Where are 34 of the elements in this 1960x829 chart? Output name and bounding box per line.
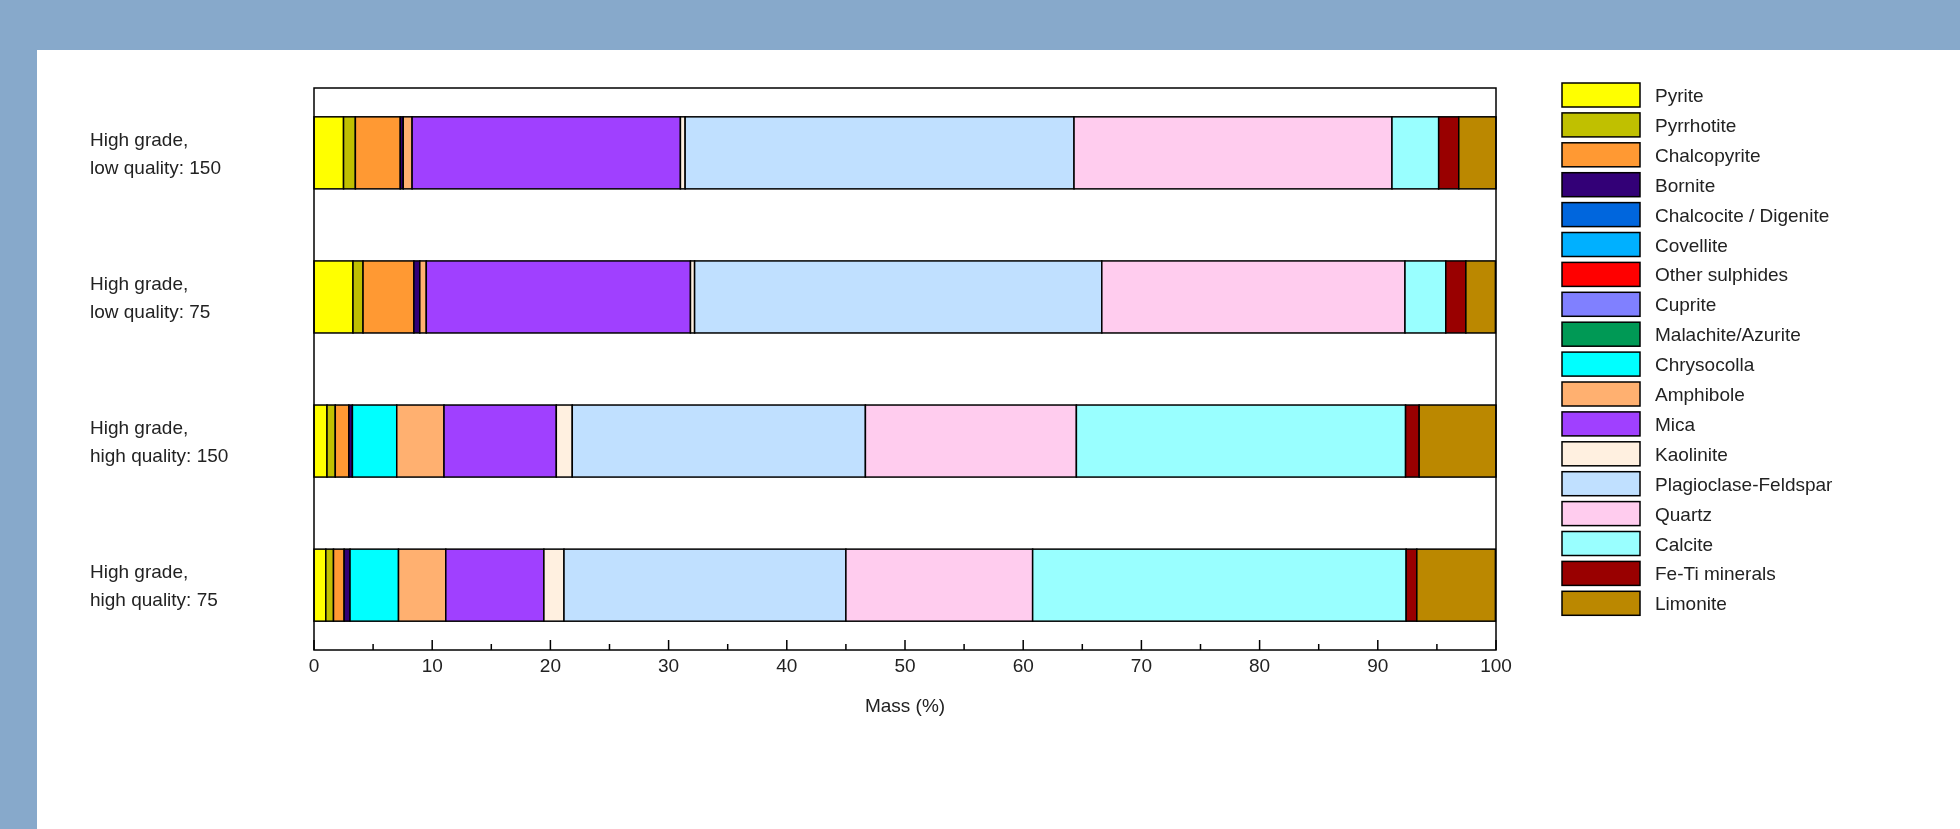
legend-label: Quartz bbox=[1655, 503, 1713, 525]
x-tick-label: 20 bbox=[539, 655, 561, 676]
y-tick-label: High grade, high quality: 75 bbox=[90, 561, 218, 611]
x-axis-title: Mass (%) bbox=[864, 695, 946, 716]
legend-label: Amphibole bbox=[1655, 384, 1745, 405]
legend-label: Pyrite bbox=[1655, 85, 1704, 106]
legend-label: Limonite bbox=[1655, 593, 1727, 615]
legend-label: Calcite bbox=[1655, 533, 1714, 555]
legend-label: Cuprite bbox=[1655, 294, 1717, 316]
legend-label: Bornite bbox=[1655, 174, 1716, 196]
y-tick-label: High grade, low quality: 75 bbox=[90, 272, 211, 322]
x-tick-label: 60 bbox=[1012, 655, 1034, 676]
x-tick-label: 40 bbox=[776, 655, 798, 676]
y-tick-label: High grade, low quality: 150 bbox=[90, 128, 221, 178]
x-tick-label: 10 bbox=[421, 655, 443, 676]
legend-label: Malachite/Azurite bbox=[1655, 324, 1801, 346]
legend-label: Covellite bbox=[1655, 234, 1728, 256]
legend-label: Kaolinite bbox=[1655, 443, 1728, 465]
x-tick-label: 70 bbox=[1130, 655, 1152, 676]
legend-label: Fe-Ti minerals bbox=[1655, 563, 1776, 585]
x-tick-label: 0 bbox=[308, 655, 320, 676]
x-tick-label: 100 bbox=[1480, 655, 1512, 676]
y-tick-label: High grade, high quality: 150 bbox=[90, 417, 229, 467]
x-tick-label: 90 bbox=[1367, 655, 1389, 676]
legend-label: Mica bbox=[1655, 413, 1696, 435]
x-tick-label: 30 bbox=[658, 655, 680, 676]
legend-label: Chrysocolla bbox=[1655, 354, 1755, 376]
legend-label: Plagioclase-Feldspar bbox=[1655, 473, 1834, 495]
legend-label: Chalcocite / Digenite bbox=[1655, 204, 1830, 226]
x-tick-label: 80 bbox=[1249, 655, 1271, 676]
legend-label: Chalcopyrite bbox=[1655, 144, 1761, 166]
x-tick-label: 50 bbox=[894, 655, 916, 676]
legend-label: Pyrrhotite bbox=[1655, 114, 1737, 136]
legend-label: Other sulphides bbox=[1655, 264, 1789, 286]
